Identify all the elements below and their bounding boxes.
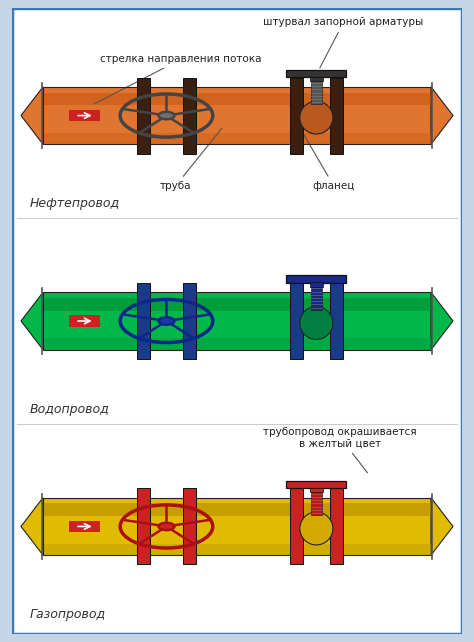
Polygon shape <box>431 292 453 350</box>
Bar <box>310 73 322 104</box>
Bar <box>329 283 343 359</box>
Text: Газопровод: Газопровод <box>30 608 106 621</box>
Bar <box>43 133 431 144</box>
Bar <box>286 481 346 488</box>
Polygon shape <box>431 498 453 555</box>
Bar <box>310 282 322 287</box>
Bar <box>43 498 431 555</box>
Ellipse shape <box>300 101 333 134</box>
Bar <box>310 488 322 492</box>
Bar <box>43 92 431 105</box>
Bar <box>43 292 431 350</box>
Bar <box>183 78 196 153</box>
Circle shape <box>158 112 174 119</box>
Bar <box>43 338 431 350</box>
Bar <box>310 279 322 309</box>
Text: стрелка направления потока: стрелка направления потока <box>94 54 262 104</box>
Bar <box>183 489 196 564</box>
Bar <box>43 87 431 144</box>
Text: Нефтепровод: Нефтепровод <box>30 197 120 210</box>
Bar <box>290 283 303 359</box>
Bar <box>310 77 322 82</box>
Bar <box>183 283 196 359</box>
Bar <box>70 521 100 532</box>
Bar <box>286 275 346 282</box>
Polygon shape <box>21 292 43 350</box>
Bar <box>70 315 100 327</box>
Bar <box>137 489 150 564</box>
Text: штурвал запорной арматуры: штурвал запорной арматуры <box>264 17 424 68</box>
Bar <box>329 78 343 153</box>
Bar <box>286 70 346 77</box>
Text: труба: труба <box>160 128 222 191</box>
Text: фланец: фланец <box>300 128 355 191</box>
Bar <box>43 292 431 350</box>
Polygon shape <box>21 498 43 555</box>
Bar <box>310 484 322 515</box>
Text: трубопровод окрашивается
в желтый цвет: трубопровод окрашивается в желтый цвет <box>264 427 417 473</box>
Ellipse shape <box>300 307 333 340</box>
Bar <box>137 78 150 153</box>
Ellipse shape <box>300 512 333 545</box>
Bar <box>43 298 431 311</box>
Bar <box>43 87 431 144</box>
Bar <box>43 498 431 555</box>
Bar <box>290 78 303 153</box>
Bar <box>290 489 303 564</box>
Polygon shape <box>21 87 43 144</box>
Polygon shape <box>431 87 453 144</box>
Bar <box>70 110 100 121</box>
Bar <box>137 283 150 359</box>
Bar <box>329 489 343 564</box>
Text: Водопровод: Водопровод <box>30 403 109 415</box>
Bar <box>43 544 431 555</box>
Bar <box>43 503 431 516</box>
Circle shape <box>158 523 174 530</box>
Circle shape <box>158 317 174 325</box>
